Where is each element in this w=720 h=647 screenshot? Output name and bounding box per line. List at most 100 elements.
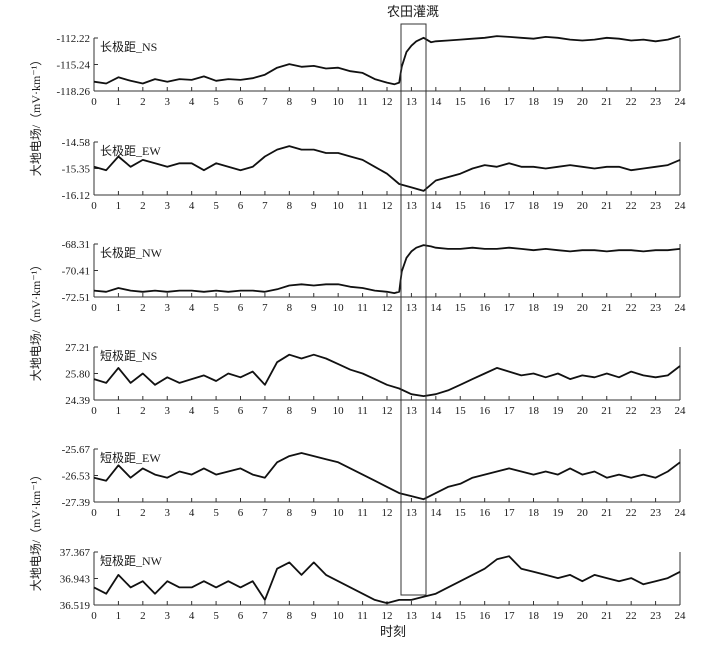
y-tick-label: -115.24 <box>56 60 90 72</box>
x-tick-label: 19 <box>552 405 564 417</box>
y-tick-label: 36.519 <box>60 600 91 612</box>
x-tick-label: 5 <box>213 96 219 108</box>
x-tick-label: 5 <box>213 610 219 622</box>
x-tick-label: 10 <box>333 507 345 519</box>
x-tick-label: 15 <box>455 200 467 212</box>
x-tick-label: 1 <box>116 405 122 417</box>
x-tick-label: 8 <box>287 507 293 519</box>
x-tick-label: 10 <box>333 200 345 212</box>
x-tick-label: 21 <box>601 96 612 108</box>
x-tick-label: 24 <box>675 507 687 519</box>
x-tick-label: 9 <box>311 200 317 212</box>
x-tick-label: 10 <box>333 610 345 622</box>
x-tick-label: 10 <box>333 96 345 108</box>
x-tick-label: 24 <box>675 610 687 622</box>
x-tick-label: 21 <box>601 507 612 519</box>
x-tick-label: 7 <box>262 405 268 417</box>
x-tick-label: 0 <box>91 507 97 519</box>
y-tick-label: 37.367 <box>60 547 91 559</box>
x-tick-label: 8 <box>287 405 293 417</box>
x-tick-label: 4 <box>189 200 195 212</box>
x-tick-label: 2 <box>140 405 146 417</box>
x-tick-label: 14 <box>430 507 442 519</box>
x-tick-label: 9 <box>311 405 317 417</box>
x-tick-label: 21 <box>601 302 612 314</box>
x-tick-label: 15 <box>455 96 467 108</box>
x-tick-label: 18 <box>528 200 540 212</box>
y-tick-label: -25.67 <box>62 444 91 456</box>
x-tick-label: 19 <box>552 610 564 622</box>
x-tick-label: 17 <box>504 200 516 212</box>
x-tick-label: 17 <box>504 96 516 108</box>
x-tick-label: 3 <box>165 507 171 519</box>
y-axis-label-top: 大地电场/（mV·km⁻¹） <box>29 54 43 177</box>
x-tick-label: 17 <box>504 507 516 519</box>
x-tick-label: 24 <box>675 200 687 212</box>
x-tick-label: 23 <box>650 96 662 108</box>
panels: -112.22-115.24-118.260 1 2 3 4 5 6 7 8 9 10 11 12 13 1… <box>56 33 686 622</box>
x-tick-label: 12 <box>382 610 393 622</box>
x-tick-label: 19 <box>552 507 564 519</box>
y-tick-label: -112.22 <box>56 33 90 45</box>
x-tick-label: 0 <box>91 302 97 314</box>
x-tick-label: 4 <box>189 507 195 519</box>
x-tick-label: 16 <box>479 610 491 622</box>
x-tick-label: 23 <box>650 302 662 314</box>
x-tick-label: 19 <box>552 302 564 314</box>
y-tick-label: -68.31 <box>62 239 90 251</box>
x-tick-label: 5 <box>213 507 219 519</box>
x-tick-label: 20 <box>577 507 589 519</box>
irrigation-highlight-box <box>400 23 427 596</box>
x-tick-label: 14 <box>430 200 442 212</box>
y-tick-label: 27.21 <box>65 342 90 354</box>
x-tick-label: 12 <box>382 507 393 519</box>
x-tick-label: 6 <box>238 610 244 622</box>
series-line-0 <box>93 244 681 295</box>
x-tick-label: 22 <box>626 200 637 212</box>
x-tick-label: 8 <box>287 302 293 314</box>
x-tick-label: 3 <box>165 610 171 622</box>
x-tick-label: 20 <box>577 302 589 314</box>
panel-label: 短极距_NS <box>100 349 157 363</box>
x-tick-label: 16 <box>479 302 491 314</box>
x-tick-label: 14 <box>430 302 442 314</box>
x-tick-label: 17 <box>504 405 516 417</box>
x-tick-label: 2 <box>140 96 146 108</box>
series-line-0 <box>93 145 681 192</box>
x-tick-label: 14 <box>430 96 442 108</box>
x-tick-label: 6 <box>238 200 244 212</box>
x-tick-label: 13 <box>406 507 418 519</box>
x-tick-label: 6 <box>238 405 244 417</box>
x-tick-label: 21 <box>601 200 612 212</box>
x-tick-label: 0 <box>91 96 97 108</box>
x-tick-label: 11 <box>357 507 368 519</box>
x-tick-label: 22 <box>626 96 637 108</box>
x-tick-label: 10 <box>333 405 345 417</box>
panel-label: 长极距_EW <box>100 144 161 158</box>
y-tick-label: -27.39 <box>62 497 91 509</box>
x-tick-label: 9 <box>311 302 317 314</box>
x-tick-label: 4 <box>189 302 195 314</box>
x-tick-label: 13 <box>406 302 418 314</box>
x-tick-label: 1 <box>116 96 122 108</box>
x-tick-label: 20 <box>577 610 589 622</box>
x-tick-label: 1 <box>116 507 122 519</box>
y-tick-label: 36.943 <box>60 574 91 586</box>
x-tick-label: 8 <box>287 200 293 212</box>
series-line-0 <box>93 555 681 604</box>
x-tick-label: 9 <box>311 507 317 519</box>
x-tick-label: 12 <box>382 405 393 417</box>
x-tick-label: 15 <box>455 507 467 519</box>
panel-1: -14.58-15.35-16.120 1 2 3 4 5 6 7 8 9 10 11 12 13 14 15… <box>62 137 686 212</box>
x-tick-label: 7 <box>262 610 268 622</box>
x-tick-label: 23 <box>650 610 662 622</box>
x-tick-label: 13 <box>406 405 418 417</box>
panel-0: -112.22-115.24-118.260 1 2 3 4 5 6 7 8 9 10 11 12 13 1… <box>56 33 686 108</box>
x-tick-label: 23 <box>650 405 662 417</box>
x-tick-label: 20 <box>577 96 589 108</box>
x-tick-label: 1 <box>116 302 122 314</box>
x-tick-label: 20 <box>577 405 589 417</box>
x-tick-label: 7 <box>262 96 268 108</box>
